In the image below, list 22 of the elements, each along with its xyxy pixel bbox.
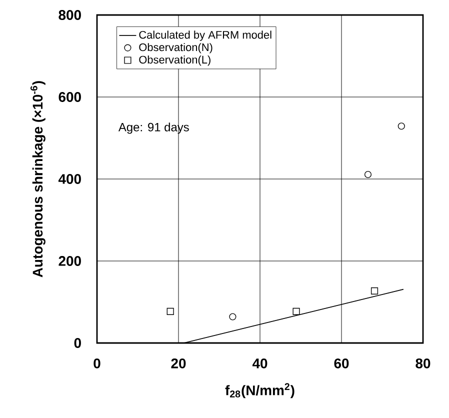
x-axis-title: f$_{28}$(N/mm$^{2}$): [225, 383, 294, 398]
y-tick-label: 600: [58, 92, 81, 102]
annotation: Age: 91 days: [118, 122, 189, 134]
x-tick-label: 20: [171, 358, 186, 368]
y-axis-title: Autogenous shrinkage (×10$^{-6}$): [30, 81, 46, 278]
y-tick-label: 400: [58, 174, 81, 184]
x-tick-label: 40: [252, 358, 268, 368]
x-tick-label: 60: [334, 358, 349, 368]
y-tick-label: 0: [74, 338, 81, 348]
point: [364, 170, 372, 178]
point: [398, 122, 405, 130]
x-tick-label: 0: [94, 358, 100, 368]
point: [292, 308, 300, 315]
y-tick-label: 200: [58, 256, 81, 266]
point: [166, 308, 174, 315]
y-tick-label: 800: [58, 10, 81, 20]
point: [229, 313, 236, 320]
x-tick-label: 80: [416, 358, 430, 368]
legend-label: Observation(N): [139, 43, 212, 54]
legend-label: Observation(L): [139, 56, 210, 66]
legend-label: Calculated by AFRM model: [139, 30, 272, 41]
point: [370, 287, 378, 294]
